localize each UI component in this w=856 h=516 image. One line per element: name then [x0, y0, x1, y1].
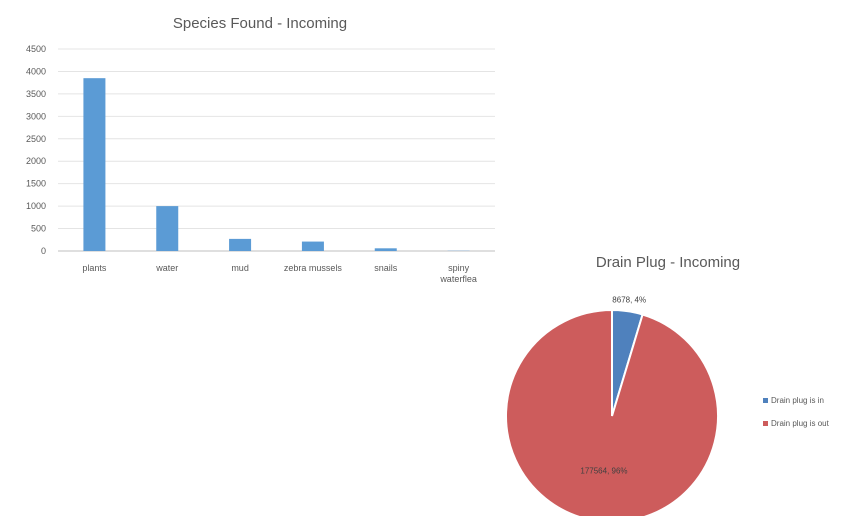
pie-slice-drain-plug-is-out: [505, 308, 719, 516]
x-tick-label: mud: [231, 263, 249, 273]
pie-data-label: 177564, 96%: [580, 467, 627, 476]
y-tick-label: 500: [31, 224, 46, 234]
y-tick-label: 4500: [26, 44, 46, 54]
y-tick-label: 3000: [26, 111, 46, 121]
legend-entry: Drain plug is out: [771, 419, 830, 428]
bar-water: [156, 206, 179, 251]
bar-snails: [374, 248, 397, 251]
bar-chart-title: Species Found - Incoming: [173, 15, 347, 32]
bar-plants: [83, 78, 106, 251]
species-bar-chart: Species Found - Incoming 0 500 1000 1500 200…: [0, 0, 510, 300]
pie-data-label: 8678, 4%: [612, 295, 646, 304]
x-tick-label: snails: [374, 263, 398, 273]
y-tick-label: 2500: [26, 134, 46, 144]
y-tick-label: 0: [41, 246, 46, 256]
legend-swatch: [763, 398, 768, 403]
y-tick-label: 1000: [26, 201, 46, 211]
bar-zebra-mussels: [301, 241, 324, 251]
drain-plug-pie-chart: Drain Plug - Incoming 8678, 4% 177564, 96…: [490, 240, 856, 516]
x-tick-label: plants: [82, 263, 107, 273]
x-tick-label: water: [155, 263, 178, 273]
bar-mud: [229, 238, 252, 251]
y-tick-label: 3500: [26, 89, 46, 99]
bar-chart-svg: Species Found - Incoming 0 500 1000 1500 200…: [26, 15, 495, 284]
legend-entry: Drain plug is in: [771, 396, 824, 405]
pie-chart-svg: Drain Plug - Incoming 8678, 4% 177564, 96…: [505, 254, 830, 516]
pie-chart-title: Drain Plug - Incoming: [596, 254, 740, 271]
y-tick-label: 4000: [26, 66, 46, 76]
x-tick-label: spiny waterflea: [439, 263, 477, 284]
legend-swatch: [763, 421, 768, 426]
x-tick-label: zebra mussels: [284, 263, 343, 273]
y-tick-label: 2000: [26, 156, 46, 166]
y-tick-label: 1500: [26, 179, 46, 189]
